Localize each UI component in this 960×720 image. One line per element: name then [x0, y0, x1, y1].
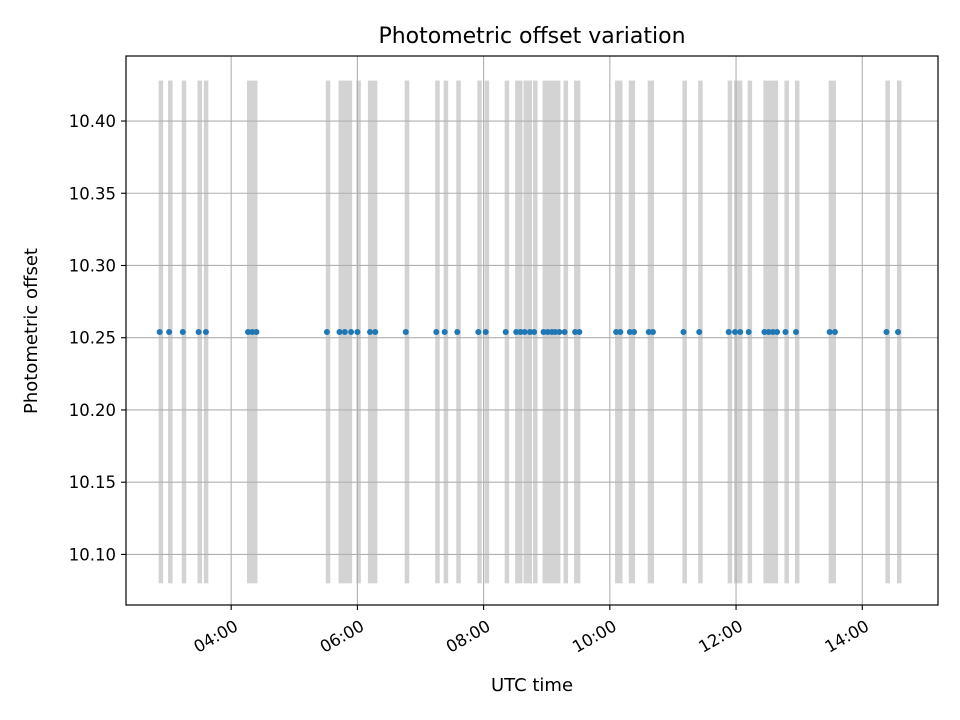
data-point-0-14	[372, 328, 379, 335]
data-point-0-19	[475, 328, 482, 335]
data-point-0-42	[696, 328, 703, 335]
data-point-0-44	[732, 328, 738, 335]
data-point-0-38	[631, 328, 638, 335]
chart-title: Photometric offset variation	[378, 24, 685, 49]
data-point-0-36	[617, 328, 624, 335]
data-point-0-46	[745, 328, 752, 335]
data-point-0-49	[769, 328, 776, 335]
data-point-0-13	[367, 328, 374, 335]
data-point-0-39	[645, 328, 652, 335]
data-point-0-20	[482, 328, 489, 335]
data-point-0-21	[502, 328, 509, 335]
data-point-0-9	[336, 328, 343, 335]
y-tick-label-4: 10.30	[69, 256, 116, 275]
data-point-0-6	[249, 328, 256, 335]
y-tick-label-0: 10.10	[69, 545, 116, 564]
data-point-0-7	[253, 328, 260, 335]
y-axis: 10.10 10.15 10.20 10.25 10.30 10.35 10.40	[69, 112, 126, 564]
data-point-0-45	[737, 328, 744, 335]
data-point-0-3	[195, 328, 202, 335]
data-point-0-23	[517, 328, 524, 335]
y-tick-label-3: 10.25	[69, 329, 116, 348]
data-point-0-54	[831, 328, 838, 335]
data-point-0-35	[613, 328, 620, 335]
data-point-0-27	[540, 328, 547, 335]
data-point-0-16	[433, 328, 440, 335]
data-point-0-28	[544, 328, 551, 335]
data-point-0-22	[513, 328, 520, 335]
y-tick-label-5: 10.35	[69, 184, 116, 203]
data-point-0-10	[341, 328, 348, 335]
data-point-0-31	[556, 328, 563, 335]
data-point-0-17	[441, 328, 448, 335]
data-point-0-24	[521, 328, 528, 335]
data-point-0-47	[761, 328, 768, 335]
points-layer	[156, 328, 902, 335]
data-point-0-48	[765, 328, 772, 335]
data-point-0-5	[245, 328, 252, 335]
data-point-0-52	[793, 328, 800, 335]
y-tick-label-1: 10.15	[69, 473, 116, 492]
data-point-0-53	[826, 328, 833, 335]
data-point-0-41	[680, 328, 687, 335]
data-point-0-12	[354, 328, 361, 335]
data-point-0-34	[576, 328, 583, 335]
y-tick-label-2: 10.20	[69, 401, 116, 420]
data-point-0-2	[179, 328, 186, 335]
data-point-0-4	[202, 328, 209, 335]
data-point-0-51	[782, 328, 789, 335]
data-point-0-18	[454, 328, 461, 335]
data-point-0-11	[348, 328, 355, 335]
data-point-0-25	[526, 328, 533, 335]
data-point-0-30	[552, 328, 559, 335]
data-point-0-1	[166, 328, 173, 335]
data-point-0-26	[531, 328, 538, 335]
y-tick-label-6: 10.40	[69, 112, 116, 131]
plot-frame	[125, 55, 939, 606]
x-axis-label: UTC time	[491, 675, 573, 696]
data-point-0-55	[883, 328, 890, 335]
data-point-0-33	[572, 328, 579, 335]
y-axis-label: Photometric offset	[21, 248, 42, 414]
data-point-0-15	[402, 328, 409, 335]
data-point-0-40	[649, 328, 656, 335]
data-point-0-50	[774, 328, 781, 335]
data-point-0-37	[626, 328, 633, 335]
data-point-0-0	[156, 328, 163, 335]
data-point-0-32	[561, 328, 568, 335]
data-point-0-43	[725, 328, 732, 335]
data-point-0-8	[323, 328, 330, 335]
data-point-0-56	[895, 328, 902, 335]
